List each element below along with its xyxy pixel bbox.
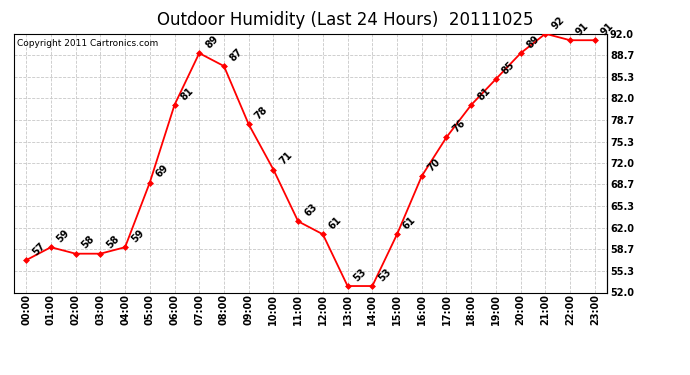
Text: 76: 76	[451, 118, 467, 135]
Text: 61: 61	[327, 215, 344, 231]
Text: 92: 92	[549, 14, 566, 31]
Text: Outdoor Humidity (Last 24 Hours)  20111025: Outdoor Humidity (Last 24 Hours) 2011102…	[157, 11, 533, 29]
Text: 78: 78	[253, 105, 270, 122]
Text: 53: 53	[352, 267, 368, 283]
Text: 71: 71	[277, 150, 294, 167]
Text: Copyright 2011 Cartronics.com: Copyright 2011 Cartronics.com	[17, 39, 158, 48]
Text: 89: 89	[204, 34, 220, 50]
Text: 87: 87	[228, 46, 245, 63]
Text: 57: 57	[30, 241, 47, 257]
Text: 58: 58	[104, 234, 121, 251]
Text: 81: 81	[179, 86, 195, 102]
Text: 59: 59	[55, 228, 72, 244]
Text: 61: 61	[401, 215, 418, 231]
Text: 89: 89	[525, 34, 542, 50]
Text: 91: 91	[599, 21, 615, 38]
Text: 58: 58	[80, 234, 97, 251]
Text: 70: 70	[426, 157, 442, 173]
Text: 53: 53	[377, 267, 393, 283]
Text: 59: 59	[129, 228, 146, 244]
Text: 91: 91	[574, 21, 591, 38]
Text: 69: 69	[154, 163, 170, 180]
Text: 63: 63	[302, 202, 319, 219]
Text: 85: 85	[500, 60, 517, 76]
Text: 81: 81	[475, 86, 492, 102]
